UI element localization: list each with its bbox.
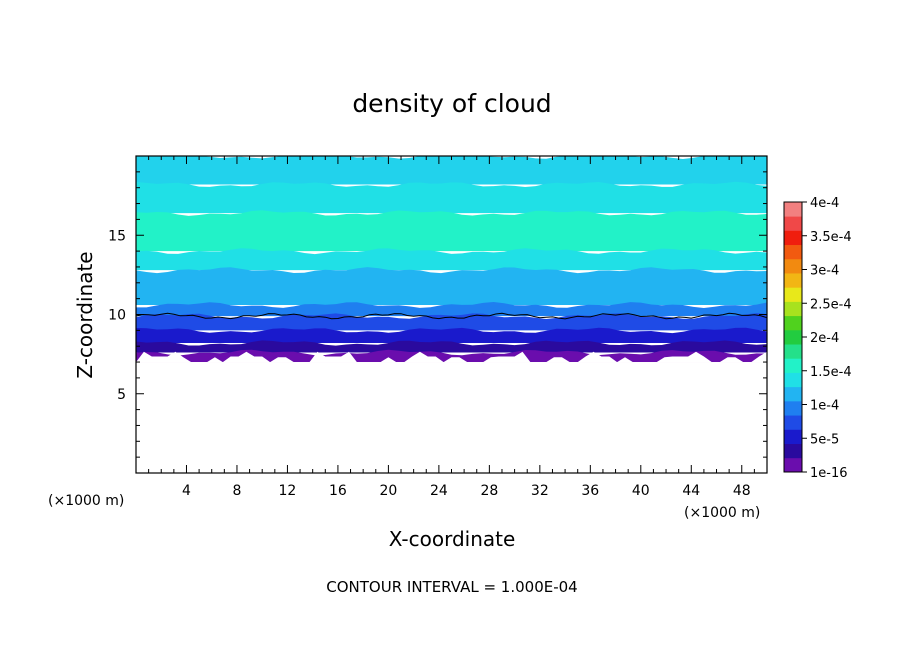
colorbar-cell — [784, 216, 802, 231]
x-tick-label: 24 — [430, 483, 448, 499]
colorbar-label: 1.5e-4 — [810, 365, 852, 380]
contour-line — [135, 312, 768, 320]
density-band — [136, 210, 767, 252]
y-tick-label: 10 — [108, 308, 126, 324]
y-tick-label: 5 — [117, 387, 126, 403]
colorbar-label: 5e-5 — [810, 432, 839, 447]
density-band — [136, 156, 767, 185]
x-tick-labels: 4 8 12 16 20 24 28 32 36 40 44 48 — [148, 156, 755, 499]
x-unit-right: (×1000 m) — [684, 505, 760, 521]
colorbar-cell — [784, 329, 802, 345]
colorbar-label: 1e-16 — [810, 466, 848, 481]
density-band — [136, 181, 767, 214]
colorbar-cell — [784, 202, 802, 217]
density-band — [136, 267, 767, 305]
colorbar-cell — [784, 429, 802, 444]
colorbar-cell — [784, 415, 802, 430]
colorbar-cell — [784, 258, 802, 274]
colorbar-label: 2e-4 — [810, 331, 839, 346]
colorbar-cell — [784, 287, 802, 302]
density-band — [136, 340, 767, 353]
x-tick-label: 36 — [581, 483, 599, 499]
plot-area — [135, 155, 768, 474]
density-band — [136, 327, 767, 343]
colorbar-cell — [784, 443, 802, 459]
x-unit-left: (×1000 m) — [48, 493, 124, 509]
y-tick-labels: 5 10 15 — [108, 171, 767, 458]
x-tick-label: 12 — [279, 483, 297, 499]
chart-title: density of cloud — [352, 89, 551, 118]
x-tick-label: 28 — [480, 483, 498, 499]
colorbar-cell — [784, 315, 802, 331]
density-band — [136, 302, 767, 317]
colorbar-cell — [784, 344, 802, 359]
colorbar: 4e-4 3.5e-4 3e-4 2.5e-4 2e-4 1.5e-4 1e-4 5e-5 1e… — [783, 196, 852, 481]
colorbar-cell — [784, 301, 802, 317]
colorbar-cell — [784, 457, 802, 473]
x-tick-label: 20 — [379, 483, 397, 499]
colorbar-label: 4e-4 — [810, 196, 839, 211]
colorbar-label: 2.5e-4 — [810, 297, 852, 312]
colorbar-cell — [784, 372, 802, 388]
colorbar-cell — [784, 244, 802, 260]
cloud-base-edge — [136, 351, 767, 363]
x-tick-label: 32 — [531, 483, 549, 499]
colorbar-cell — [784, 273, 802, 288]
x-axis-label: X-coordinate — [389, 527, 516, 551]
colorbar-cell — [784, 230, 802, 246]
colorbar-label: 3e-4 — [810, 264, 839, 279]
density-band — [136, 248, 767, 271]
x-tick-label: 48 — [733, 483, 751, 499]
x-tick-label: 40 — [632, 483, 650, 499]
x-tick-label: 44 — [682, 483, 700, 499]
y-tick-label: 15 — [108, 228, 126, 244]
colorbar-label: 1e-4 — [810, 399, 839, 414]
contour-interval-note: CONTOUR INTERVAL = 1.000E-04 — [326, 578, 577, 596]
x-tick-label: 4 — [182, 483, 191, 499]
y-axis-label: Z-coordinate — [73, 251, 97, 378]
colorbar-label: 3.5e-4 — [810, 230, 852, 245]
colorbar-cell — [784, 386, 802, 402]
colorbar-cell — [784, 358, 802, 373]
x-tick-label: 8 — [232, 483, 241, 499]
density-band — [136, 313, 767, 331]
colorbar-cell — [784, 400, 802, 416]
clear-air-region — [136, 362, 767, 473]
x-tick-label: 16 — [329, 483, 347, 499]
